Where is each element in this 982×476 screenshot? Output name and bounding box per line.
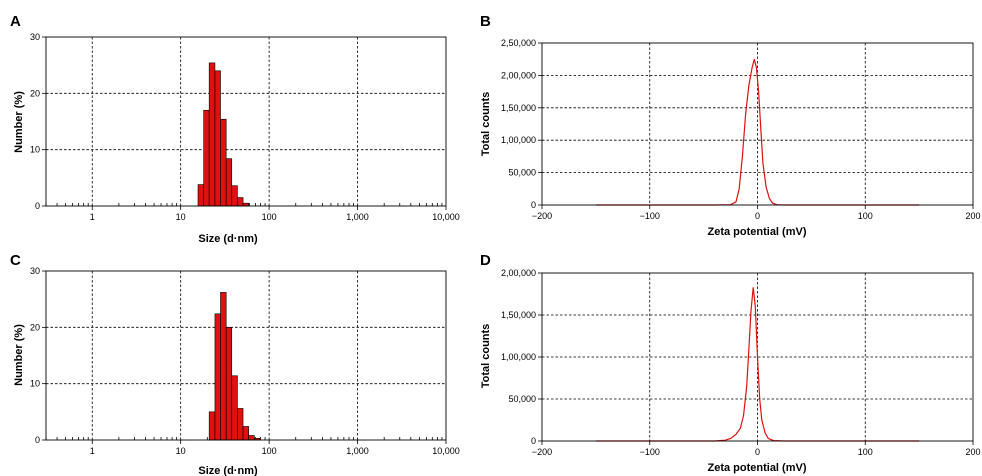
- histogram-bar: [208, 411, 216, 441]
- plot-area: −200 −100 0 100 200 0 50,000 1,00,000 1,50,000 2,…: [501, 38, 981, 221]
- histogram-bar: [225, 158, 233, 207]
- y-tick-label: 1,00,000: [501, 352, 536, 362]
- x-tick-label: −200: [532, 447, 552, 457]
- y-tick-label: 2,50,000: [501, 38, 536, 48]
- histogram-bar: [237, 408, 244, 441]
- y-tick-label: 50,000: [508, 168, 536, 178]
- y-axis-title: Total counts: [480, 324, 492, 389]
- x-tick-label: 100: [858, 447, 873, 457]
- x-tick-label: 10: [176, 446, 186, 456]
- y-axis-title: Total counts: [480, 92, 492, 157]
- y-tick-label: 10: [30, 379, 40, 389]
- x-tick-label: 100: [858, 211, 873, 221]
- panel-b-zeta-potential: B Zeta potential (mV) Total counts −200−…: [480, 13, 981, 238]
- y-tick-label: 0: [35, 201, 40, 211]
- histogram-bar: [237, 197, 244, 207]
- histogram-bar: [208, 62, 216, 207]
- x-tick-label: 100: [262, 212, 277, 222]
- plot-frame: [45, 36, 447, 207]
- plot-area: 1 10 100 1,000 10,000 0 10 20 30: [30, 266, 460, 456]
- x-tick-label: 1,000: [346, 212, 369, 222]
- histogram-bar: [242, 426, 249, 441]
- x-tick-label: 200: [965, 211, 980, 221]
- panel-letter: D: [480, 252, 491, 269]
- histogram-bar: [248, 435, 255, 441]
- y-tick-label: 2,00,000: [501, 268, 536, 278]
- x-axis-title: Zeta potential (mV): [707, 226, 806, 238]
- x-tick-label: 10,000: [432, 446, 460, 456]
- histogram-bar: [214, 313, 221, 441]
- histogram-bar: [225, 327, 233, 441]
- y-tick-label: 2,00,000: [501, 70, 536, 80]
- x-tick-label: 10,000: [432, 212, 460, 222]
- y-axis-title: Number (%): [13, 91, 25, 153]
- y-tick-label: 10: [30, 145, 40, 155]
- zeta-curve: [595, 287, 920, 442]
- histogram-bar: [220, 292, 227, 441]
- panel-d-zeta-potential: D Zeta potential (mV) Total counts −200−…: [480, 252, 981, 474]
- histogram-bar: [220, 118, 227, 207]
- panel-letter: B: [480, 13, 491, 30]
- panel-letter: A: [10, 13, 21, 30]
- x-axis-title: Size (d·nm): [198, 465, 258, 476]
- x-tick-label: −200: [532, 211, 552, 221]
- y-axis-title: Number (%): [13, 324, 25, 386]
- y-tick-label: 1,50,000: [501, 310, 536, 320]
- x-tick-label: 0: [755, 447, 760, 457]
- y-tick-label: 0: [35, 435, 40, 445]
- y-tick-label: 50,000: [508, 394, 536, 404]
- panel-c-size-distribution: C Size (d·nm) Number (%) 1 10 100 1,000 10,0…: [10, 252, 460, 476]
- plot-area: −200 −100 0 100 200 0 50,000 1,00,000 1,50,000 2,…: [501, 268, 981, 457]
- y-tick-label: 1,50,000: [501, 103, 536, 113]
- plot-frame: [45, 270, 447, 441]
- y-tick-label: 30: [30, 266, 40, 276]
- y-tick-label: 0: [531, 436, 536, 446]
- x-tick-label: 0: [755, 211, 760, 221]
- x-tick-label: −100: [640, 211, 660, 221]
- zeta-curve: [595, 59, 920, 206]
- x-tick-label: 10: [176, 212, 186, 222]
- histogram-bar: [214, 70, 221, 207]
- x-tick-label: 1: [90, 212, 95, 222]
- y-tick-label: 0: [531, 200, 536, 210]
- y-tick-label: 20: [30, 322, 40, 332]
- x-tick-label: 200: [965, 447, 980, 457]
- x-tick-label: 100: [262, 446, 277, 456]
- histogram-bar: [231, 375, 238, 441]
- x-axis-title: Zeta potential (mV): [707, 462, 806, 474]
- y-tick-label: 30: [30, 32, 40, 42]
- histogram-bar: [197, 184, 204, 207]
- plot-area: 1 10 100 1,000 10,000 0 10 20 30: [30, 32, 460, 222]
- x-axis-title: Size (d·nm): [198, 233, 258, 245]
- x-tick-label: 1,000: [346, 446, 369, 456]
- y-tick-label: 20: [30, 88, 40, 98]
- x-tick-label: −100: [640, 447, 660, 457]
- panel-letter: C: [10, 252, 21, 269]
- histogram-bar: [203, 109, 210, 207]
- histogram-bar: [231, 185, 238, 207]
- y-tick-label: 1,00,000: [501, 135, 536, 145]
- panel-a-size-distribution: A Size (d·nm) Number (%) 1 10 100 1,000 10,0…: [10, 13, 460, 245]
- x-tick-label: 1: [90, 446, 95, 456]
